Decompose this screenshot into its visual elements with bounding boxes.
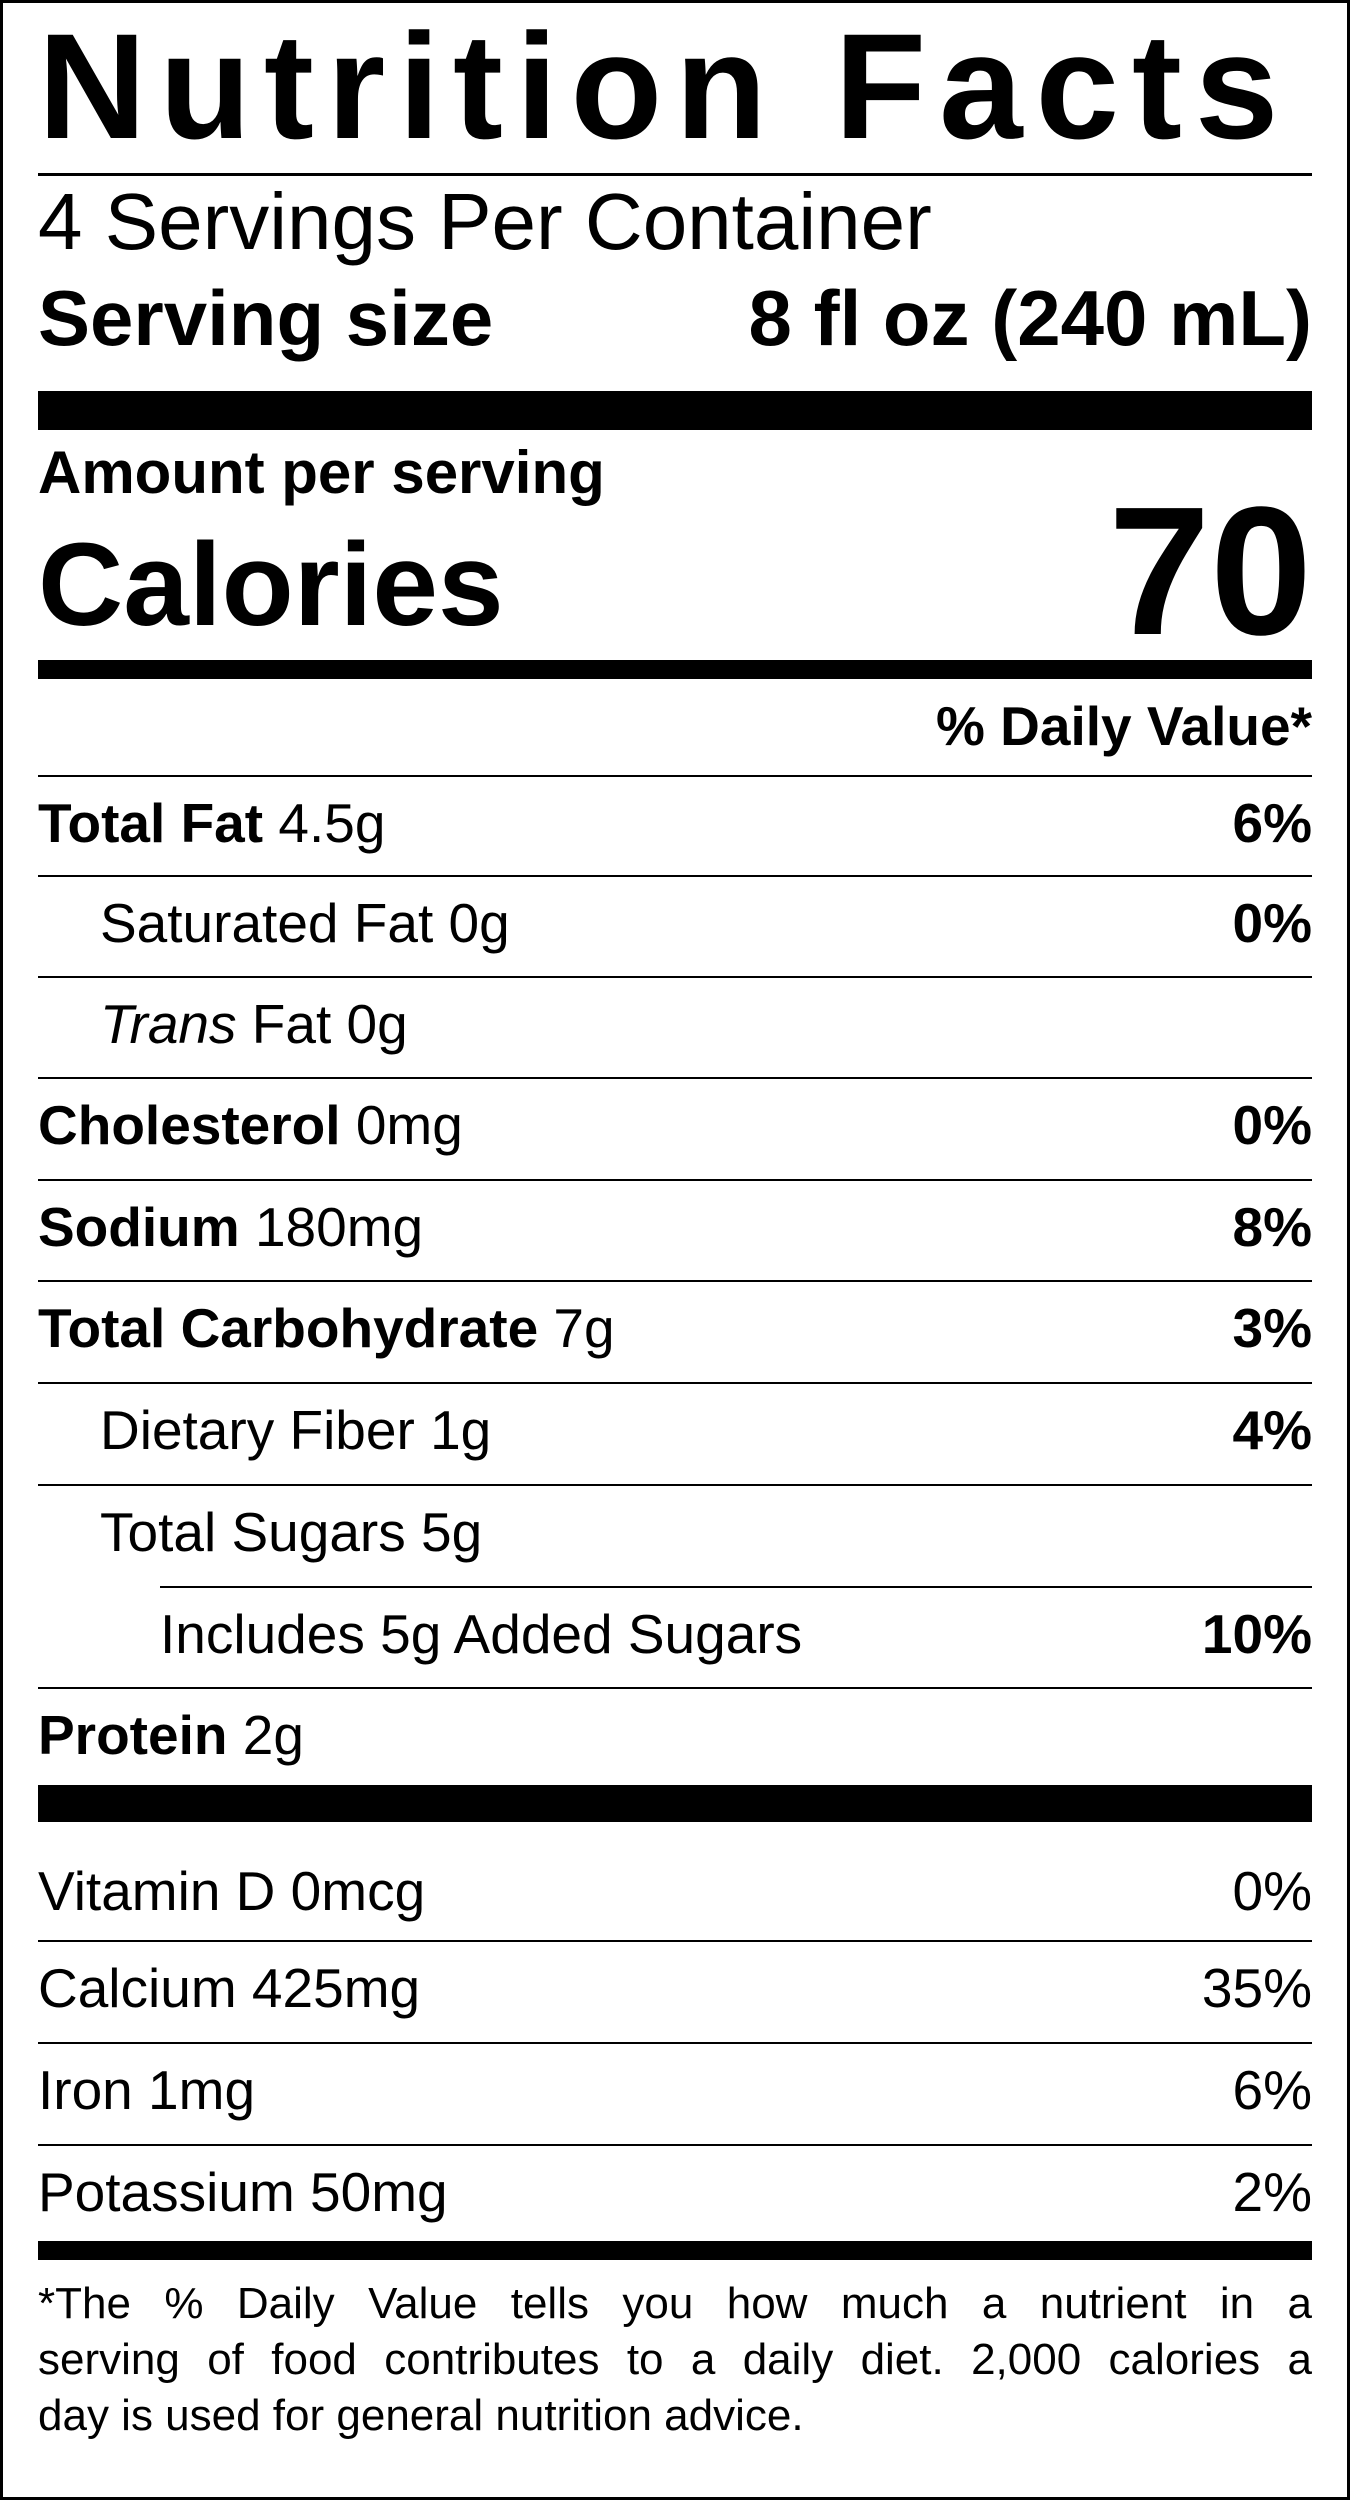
nutrient-row: Includes 5g Added Sugars 10% [38, 1607, 1312, 1662]
divider-thick [38, 391, 1312, 430]
divider-line [38, 875, 1312, 877]
vitamin-daily-value: 6% [1232, 2059, 1313, 2121]
nutrient-row: Sodium 180mg 8% [38, 1200, 1312, 1255]
vitamin-row: Potassium 50mg 2% [38, 2165, 1312, 2220]
servings-per-container: 4 Servings Per Container [38, 177, 932, 266]
nutrient-row: Total Sugars 5g [38, 1505, 1312, 1560]
divider-medium [38, 660, 1312, 679]
divider-line [38, 1382, 1312, 1384]
nutrient-label: Total Fat 4.5g [38, 796, 385, 851]
serving-size-value: 8 fl oz (240 mL) [748, 274, 1312, 362]
nutrient-label: Total Carbohydrate 7g [38, 1301, 615, 1356]
vitamin-daily-value: 2% [1232, 2161, 1313, 2223]
nutrient-daily-value: 0% [1232, 892, 1313, 954]
nutrient-row: Total Fat 4.5g 6% [38, 796, 1312, 851]
nutrient-name: Protein [38, 1704, 228, 1766]
nutrient-amount: 0g [433, 892, 510, 954]
divider-line [38, 2144, 1312, 2146]
vitamin-row: Calcium 425mg 35% [38, 1961, 1312, 2016]
nutrient-amount: 5g [405, 1501, 483, 1563]
nutrient-label: Dietary Fiber 1g [100, 1403, 491, 1458]
nutrient-daily-value: 6% [1232, 792, 1313, 854]
footnote-line: day is used for general nutrition advice… [38, 2391, 804, 2440]
divider-line [38, 1687, 1312, 1689]
divider-line [38, 1077, 1312, 1079]
nutrient-amount: 1g [414, 1399, 492, 1461]
nutrient-label: Cholesterol 0mg [38, 1098, 463, 1153]
nutrient-daily-value: 4% [1232, 1399, 1313, 1461]
nutrient-row: Saturated Fat 0g 0% [38, 896, 1312, 951]
nutrient-amount: 2g [227, 1704, 304, 1766]
amount-per-serving: Amount per serving [38, 439, 605, 506]
vitamin-label: Potassium 50mg [38, 2161, 448, 2223]
nutrient-row: Trans Fat 0g [38, 997, 1312, 1052]
divider-line [38, 1940, 1312, 1942]
divider-line [38, 1280, 1312, 1282]
footnote-line: *The % Daily Value tells you how much a … [38, 2279, 1312, 2328]
divider-line [38, 2042, 1312, 2044]
nutrient-daily-value: 0% [1232, 1094, 1313, 1156]
nutrient-daily-value: 8% [1232, 1196, 1313, 1258]
nutrient-name: Includes 5g Added Sugars [160, 1603, 803, 1665]
vitamin-row: Vitamin D 0mcg 0% [38, 1864, 1312, 1919]
nutrient-label: Saturated Fat 0g [100, 896, 510, 951]
nutrient-label: Sodium 180mg [38, 1200, 423, 1255]
vitamin-daily-value: 35% [1201, 1957, 1312, 2019]
nutrient-daily-value: 10% [1201, 1603, 1312, 1665]
vitamin-label: Calcium 425mg [38, 1957, 421, 2019]
nutrient-amount: 0mg [340, 1094, 463, 1156]
calories-value: 70 [1108, 468, 1312, 673]
nutrient-amount: 4.5g [263, 792, 386, 854]
nutrient-amount: 0g [331, 993, 408, 1055]
nutrient-name: Trans [100, 993, 237, 1055]
nutrient-label: Trans Fat 0g [100, 997, 408, 1052]
nutrient-name: Dietary Fiber [100, 1399, 415, 1461]
nutrient-label: Protein 2g [38, 1708, 304, 1763]
nutrient-label: Includes 5g Added Sugars [160, 1607, 802, 1662]
daily-value-header: % Daily Value* [935, 695, 1312, 757]
nutrient-name-suffix: Fat [236, 993, 332, 1055]
divider-medium [38, 2241, 1312, 2260]
vitamin-label: Vitamin D 0mcg [38, 1860, 426, 1922]
footnote: *The % Daily Value tells you how much a … [38, 2276, 1312, 2444]
nutrient-label: Total Sugars 5g [100, 1505, 482, 1560]
serving-size-row: Serving size 8 fl oz (240 mL) [38, 279, 1312, 357]
nutrient-row: Cholesterol 0mg 0% [38, 1098, 1312, 1153]
divider-thick [38, 1785, 1312, 1822]
footnote-line: serving of food contributes to a daily d… [38, 2335, 1312, 2384]
divider-line [160, 1586, 1312, 1588]
nutrient-name: Total Carbohydrate [38, 1297, 539, 1359]
nutrient-daily-value: 3% [1232, 1297, 1313, 1359]
nutrient-row: Protein 2g [38, 1708, 1312, 1763]
calories-label: Calories [38, 519, 504, 651]
vitamin-label: Iron 1mg [38, 2059, 256, 2121]
vitamin-row: Iron 1mg 6% [38, 2063, 1312, 2118]
divider-thin [38, 173, 1312, 176]
serving-size-label: Serving size [38, 274, 494, 362]
divider-line [38, 976, 1312, 978]
divider-line [38, 1484, 1312, 1486]
nutrient-name: Saturated Fat [100, 892, 434, 954]
nutrient-amount: 7g [538, 1297, 615, 1359]
divider-line [38, 775, 1312, 777]
nutrient-row: Total Carbohydrate 7g 3% [38, 1301, 1312, 1356]
label-title: Nutrition Facts [38, 2, 1292, 170]
nutrient-amount: 180mg [239, 1196, 424, 1258]
divider-line [38, 1179, 1312, 1181]
nutrient-name: Total Fat [38, 792, 264, 854]
vitamin-daily-value: 0% [1232, 1860, 1313, 1922]
nutrient-name: Sodium [38, 1196, 240, 1258]
nutrient-row: Dietary Fiber 1g 4% [38, 1403, 1312, 1458]
nutrient-name: Cholesterol [38, 1094, 341, 1156]
nutrient-name: Total Sugars [100, 1501, 406, 1563]
